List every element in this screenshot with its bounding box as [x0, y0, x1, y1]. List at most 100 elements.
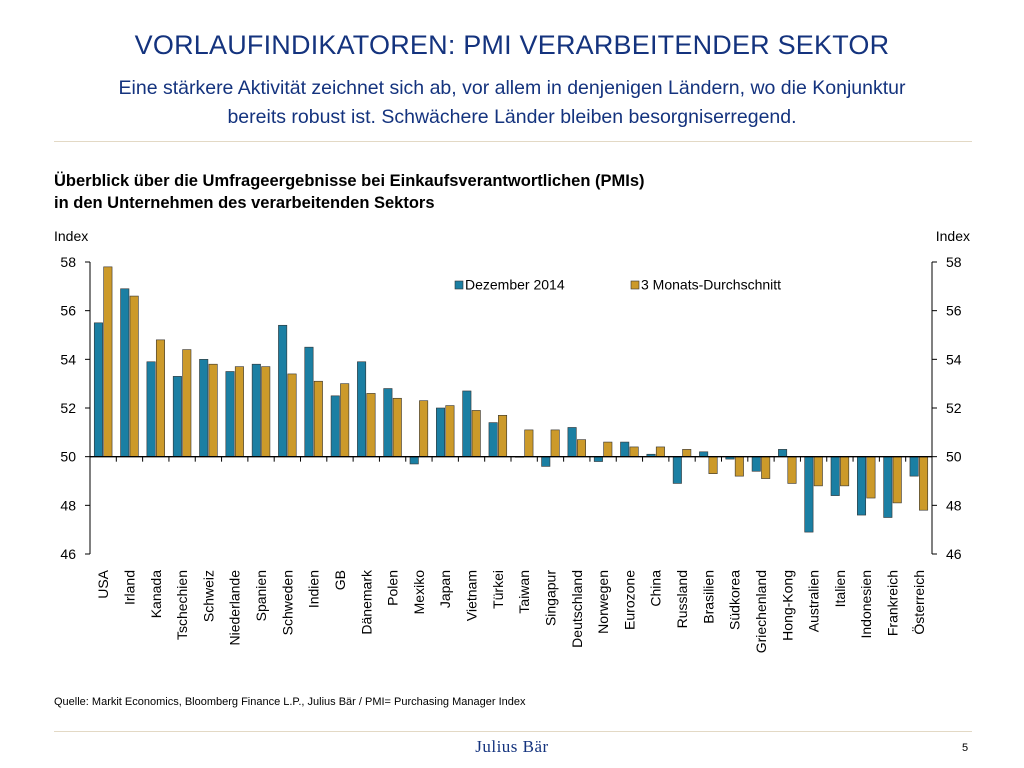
y-axis-label-right: Index: [936, 228, 970, 244]
y-tick-label-left: 58: [60, 254, 76, 270]
bar-dezember: [830, 456, 840, 496]
page-number: 5: [962, 742, 969, 754]
x-tick-label: Dänemark: [358, 569, 374, 635]
x-tick-label: Eurozone: [621, 570, 637, 630]
bar-durchschnitt: [498, 414, 508, 457]
x-tick-label: Österreich: [910, 570, 927, 635]
bar-dezember: [225, 371, 235, 457]
bar-durchschnitt: [892, 456, 902, 504]
x-tick-label: Russland: [674, 570, 690, 628]
bar-durchschnitt: [287, 373, 297, 457]
x-tick-label: GB: [332, 570, 348, 590]
x-tick-label: Schweiz: [200, 570, 216, 622]
bar-durchschnitt: [629, 446, 639, 457]
bar-dezember: [409, 456, 419, 465]
bar-durchschnitt: [787, 456, 797, 484]
bar-durchschnitt: [761, 456, 771, 479]
bar-durchschnitt: [445, 405, 455, 457]
bar-dezember: [330, 395, 340, 457]
top-divider: [54, 141, 972, 142]
bar-durchschnitt: [682, 449, 692, 457]
bar-durchschnitt: [576, 439, 586, 457]
chart-title-line-1: Überblick über die Umfrageergebnisse bei…: [54, 172, 645, 190]
bar-durchschnitt: [813, 456, 823, 487]
x-tick-label: Italien: [832, 570, 848, 607]
bar-durchschnitt: [182, 349, 192, 457]
bar-dezember: [146, 361, 156, 457]
bar-dezember: [172, 376, 182, 457]
y-tick-label-left: 50: [60, 449, 76, 465]
bar-durchschnitt: [234, 366, 244, 457]
bar-durchschnitt: [919, 456, 929, 511]
bar-dezember: [488, 422, 498, 457]
bar-durchschnitt: [261, 366, 271, 457]
bottom-divider: [54, 731, 972, 732]
x-tick-label: Spanien: [253, 570, 269, 621]
bar-durchschnitt: [366, 393, 376, 457]
julius-baer-logo: Julius Bär: [475, 737, 549, 756]
x-tick-label: Singapur: [542, 570, 558, 626]
bar-durchschnitt: [340, 383, 350, 457]
y-tick-label-right: 50: [946, 449, 962, 465]
x-tick-label: USA: [95, 569, 111, 598]
chart-title-line-2: in den Unternehmen des verarbeitenden Se…: [54, 194, 435, 212]
bar-durchschnitt: [550, 429, 560, 457]
bar-dezember: [120, 288, 130, 457]
x-tick-label: Türkei: [490, 570, 506, 609]
x-tick-label: Brasilien: [700, 570, 716, 624]
x-tick-label: Frankreich: [885, 570, 901, 636]
y-tick-label-left: 56: [60, 303, 76, 319]
bar-dezember: [199, 359, 209, 457]
y-tick-label-right: 58: [946, 254, 962, 270]
y-tick-label-left: 46: [60, 546, 76, 562]
bar-durchschnitt: [419, 400, 429, 457]
x-tick-label: Polen: [385, 570, 401, 606]
x-tick-label: Taiwan: [516, 570, 532, 614]
bar-dezember: [883, 456, 893, 518]
bar-durchschnitt: [155, 339, 165, 457]
x-tick-label: Norwegen: [595, 570, 611, 634]
bar-dezember: [251, 363, 261, 457]
y-tick-label-left: 48: [60, 497, 76, 513]
x-tick-label: Irland: [121, 570, 137, 605]
bar-durchschnitt: [603, 441, 613, 457]
bar-durchschnitt: [708, 456, 718, 474]
pmi-bar-chart: 46 46 48 48 50 50 52 52 54 54 56 56 58 58 Index Index US…: [54, 228, 970, 653]
bar-dezember: [278, 324, 288, 457]
y-tick-label-right: 56: [946, 303, 962, 319]
bar-durchschnitt: [313, 380, 323, 457]
y-tick-label-right: 52: [946, 400, 962, 416]
bar-dezember: [672, 456, 682, 484]
bar-durchschnitt: [208, 363, 218, 457]
x-tick-label: Griechenland: [753, 570, 769, 653]
y-tick-label-left: 52: [60, 400, 76, 416]
x-tick-label: Mexiko: [411, 570, 427, 615]
x-tick-label: China: [648, 570, 664, 607]
slide-title: VORLAUFINDIKATOREN: PMI VERARBEITENDER S…: [134, 30, 890, 60]
bar-dezember: [857, 456, 867, 516]
legend-swatch: [630, 280, 640, 290]
bar-dezember: [567, 427, 577, 457]
x-tick-label: Indien: [306, 570, 322, 608]
x-tick-label: Niederlande: [227, 570, 243, 646]
x-tick-label: Australien: [806, 570, 822, 632]
x-tick-label: Indonesien: [858, 570, 874, 639]
legend-swatch: [454, 280, 464, 290]
x-tick-label: Kanada: [148, 570, 164, 618]
y-axis-label-left: Index: [54, 228, 88, 244]
x-tick-label: Japan: [437, 570, 453, 608]
x-tick-label: Südkorea: [727, 570, 743, 630]
bar-dezember: [462, 390, 472, 457]
bar-durchschnitt: [471, 410, 481, 457]
bar-dezember: [909, 456, 919, 477]
bar-dezember: [436, 407, 446, 457]
bar-durchschnitt: [840, 456, 850, 487]
y-tick-label-left: 54: [60, 351, 76, 367]
legend-label: 3 Monats-Durchschnitt: [641, 277, 781, 293]
bar-dezember: [357, 361, 367, 457]
bar-dezember: [93, 322, 103, 457]
x-tick-label: Hong-Kong: [779, 570, 795, 641]
bar-durchschnitt: [392, 397, 402, 457]
x-tick-label: Deutschland: [569, 570, 585, 648]
bar-dezember: [383, 388, 393, 457]
